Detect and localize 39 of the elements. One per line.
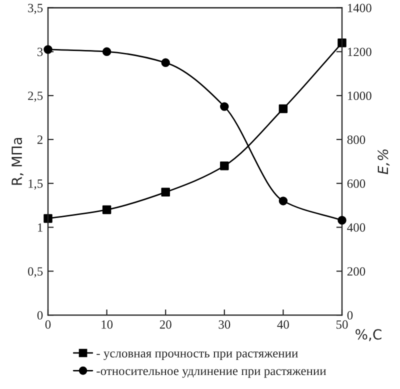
- y2-tick-label: 1000: [348, 92, 372, 100]
- x-tick-label: 30: [218, 320, 230, 329]
- y-tick-label: 0: [37, 311, 43, 320]
- y-tick-label: 2: [37, 136, 42, 144]
- point: [338, 38, 346, 48]
- y2-tick-label: 1400: [348, 4, 372, 12]
- y-tick-label: 3,5: [28, 4, 43, 14]
- y-tick-label: 1: [38, 223, 42, 232]
- x-tick-label: 40: [277, 320, 289, 329]
- y2-tick-label: 200: [347, 267, 366, 276]
- point: [44, 214, 52, 223]
- y2-tick-label: 800: [347, 136, 366, 144]
- point: [102, 47, 112, 56]
- y2-tick-label: 1200: [348, 48, 372, 56]
- point: [102, 205, 112, 214]
- point: [161, 58, 170, 68]
- point: [220, 161, 229, 170]
- x-tick-label: 20: [160, 320, 172, 329]
- y-tick-label: 2,5: [28, 92, 43, 102]
- y-axis-title: R, МПа: [12, 138, 24, 185]
- x-tick-label: 0: [45, 320, 51, 329]
- point: [338, 216, 346, 225]
- legend-label: -относительное удлинение при растяжении: [96, 369, 326, 378]
- y-tick-label: 3: [37, 48, 43, 56]
- x-tick-label: 10: [102, 320, 113, 329]
- legend-label: - условная прочность при растяжении: [96, 351, 298, 360]
- point: [44, 45, 52, 54]
- y2-axis-title: E,%: [378, 150, 390, 174]
- point: [220, 102, 229, 111]
- point: [161, 188, 170, 197]
- x-axis-title: %,C: [356, 329, 382, 342]
- y2-tick-label: 0: [347, 311, 353, 320]
- y-tick-label: 1,5: [28, 179, 43, 190]
- y2-tick-label: 400: [347, 223, 366, 232]
- x-tick-label: 50: [336, 320, 348, 329]
- point: [278, 196, 288, 206]
- y-tick-label: 0,5: [28, 267, 43, 278]
- y2-tick-label: 600: [347, 179, 366, 188]
- point: [278, 104, 288, 114]
